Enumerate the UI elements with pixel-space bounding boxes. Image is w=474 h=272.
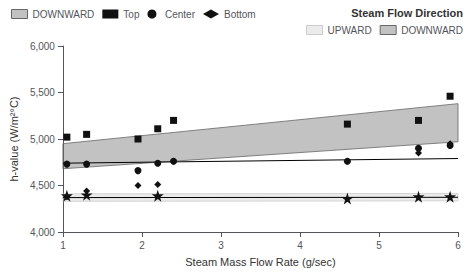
svg-text:2: 2 <box>139 240 145 251</box>
svg-text:DOWNWARD: DOWNWARD <box>401 25 463 36</box>
svg-text:4: 4 <box>297 240 303 251</box>
svg-text:5,000: 5,000 <box>30 134 55 145</box>
svg-text:Top: Top <box>123 9 140 20</box>
svg-text:UPWARD: UPWARD <box>328 25 372 36</box>
svg-text:5,500: 5,500 <box>30 87 55 98</box>
svg-text:3: 3 <box>218 240 224 251</box>
svg-text:Center: Center <box>165 9 196 20</box>
svg-text:5: 5 <box>376 240 382 251</box>
svg-text:6,000: 6,000 <box>30 41 55 52</box>
svg-text:Bottom: Bottom <box>224 9 256 20</box>
svg-text:4,500: 4,500 <box>30 180 55 191</box>
svg-text:4,000: 4,000 <box>30 227 55 238</box>
svg-text:6: 6 <box>455 240 461 251</box>
svg-text:h-value (W/m²°C): h-value (W/m²°C) <box>8 96 20 181</box>
svg-text:Steam Mass Flow Rate (g/sec): Steam Mass Flow Rate (g/sec) <box>185 256 335 268</box>
svg-text:DOWNWARD: DOWNWARD <box>33 9 95 20</box>
svg-text:1: 1 <box>60 240 66 251</box>
svg-text:Steam Flow Direction: Steam Flow Direction <box>351 7 463 19</box>
